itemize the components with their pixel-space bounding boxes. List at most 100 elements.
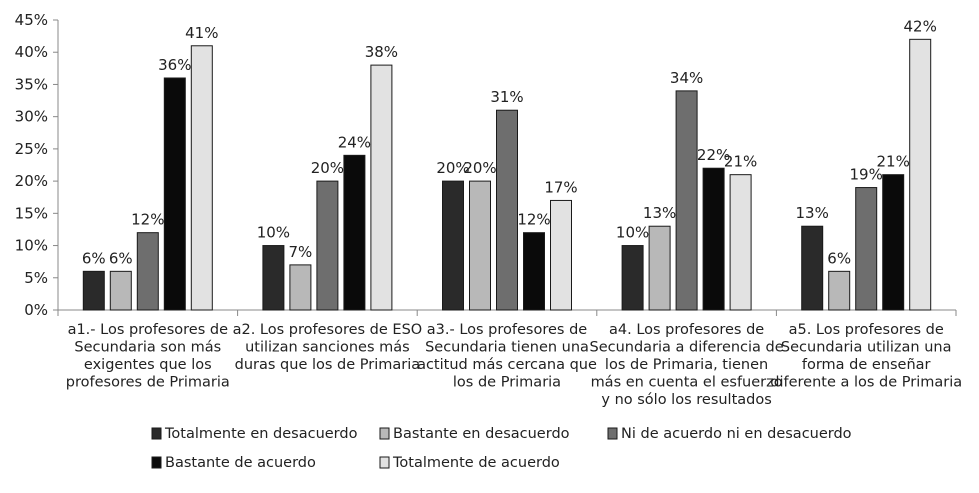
category-label-line: los de Primaria: [453, 375, 561, 391]
legend-label: Bastante de acuerdo: [165, 455, 316, 471]
legend-label: Totalmente en desacuerdo: [164, 426, 358, 442]
bar: [550, 199, 572, 311]
y-tick-label: 40%: [15, 43, 48, 61]
data-label: 13%: [796, 204, 829, 222]
legend-swatch: [379, 427, 390, 440]
y-tick-label: 45%: [15, 11, 48, 29]
bar: [523, 232, 545, 311]
data-label: 19%: [850, 166, 883, 184]
legend-swatch: [151, 427, 162, 440]
y-tick-label: 30%: [15, 108, 48, 126]
bar: [828, 270, 851, 311]
category-label: a2. Los profesores de ESO utilizan sancio…: [233, 322, 423, 373]
data-label: 36%: [158, 56, 191, 74]
bar: [262, 245, 285, 311]
bar: [675, 90, 698, 311]
bar: [729, 174, 752, 311]
y-tick-label: 15%: [15, 204, 48, 222]
category-label-line: Secundaria tienen una: [425, 340, 589, 356]
data-label: 41%: [185, 24, 218, 42]
category-label: a1.- Los profesores de Secundaria son más…: [66, 322, 230, 391]
data-label: 10%: [616, 224, 649, 242]
bar: [882, 174, 905, 311]
legend-swatch: [151, 456, 162, 469]
data-label: 6%: [82, 249, 106, 267]
bar: [82, 270, 105, 311]
category-label-line: diferente a los de Primaria: [770, 375, 962, 391]
legend: Totalmente en desacuerdo Bastante en desa…: [151, 426, 852, 471]
bar: [289, 264, 312, 311]
data-label: 13%: [643, 204, 676, 222]
bar: [469, 180, 491, 311]
bar: [496, 109, 518, 311]
bar: [370, 64, 393, 311]
bar: [190, 45, 213, 311]
category-label: a5. Los profesores de Secundaria utilizan…: [770, 322, 962, 391]
data-label: 38%: [365, 43, 398, 61]
data-labels: 6% 6%12%36%41%10%7%20%24%38%20%20%31%12%1…: [82, 17, 937, 267]
legend-label: Ni de acuerdo ni en desacuerdo: [621, 426, 852, 442]
data-label: 21%: [724, 153, 757, 171]
bar: [442, 180, 464, 311]
category-label-line: profesores de Primaria: [66, 375, 230, 391]
bar: [909, 38, 932, 311]
legend-swatch: [607, 427, 618, 440]
data-label: 17%: [544, 178, 577, 196]
category-label-line: a4. Los profesores de: [609, 322, 764, 338]
data-label: 24%: [338, 133, 371, 151]
data-label: 42%: [904, 17, 937, 35]
category-label-line: a5. Los profesores de: [789, 322, 944, 338]
bar: [648, 225, 671, 311]
bar: [316, 180, 339, 311]
bar: [801, 225, 824, 311]
data-label: 20%: [463, 159, 496, 177]
data-label: 34%: [670, 69, 703, 87]
category-label-line: actitud más cercana que: [417, 357, 597, 373]
data-label: 31%: [490, 88, 523, 106]
category-label-line: forma de enseñar: [802, 357, 931, 373]
legend-label: Bastante en desacuerdo: [393, 426, 570, 442]
category-label-line: los de Primaria, tienen: [605, 357, 768, 373]
data-label: 12%: [131, 211, 164, 229]
y-tick-label: 25%: [15, 140, 48, 158]
y-tick-label: 5%: [24, 269, 48, 287]
category-labels: a1.- Los profesores de Secundaria son más…: [66, 322, 962, 408]
bar: [109, 270, 132, 311]
data-label: 20%: [436, 159, 469, 177]
bar: [343, 154, 366, 311]
legend-label: Totalmente de acuerdo: [392, 455, 560, 471]
category-label: a4. Los profesores de Secundaria a difere…: [590, 322, 784, 408]
category-label-line: a2. Los profesores de ESO: [233, 322, 423, 338]
category-label-line: exigentes que los: [84, 357, 212, 373]
data-label: 22%: [697, 146, 730, 164]
category-label-line: utilizan sanciones más: [245, 340, 410, 356]
bar: [702, 167, 725, 311]
data-label: 6%: [827, 249, 851, 267]
bar: [855, 187, 878, 311]
data-label: 20%: [311, 159, 344, 177]
data-label: 10%: [257, 224, 290, 242]
category-label-line: duras que los de Primaria: [235, 357, 421, 373]
data-label: 6%: [109, 249, 133, 267]
bar: [621, 245, 644, 311]
category-label-line: a1.- Los profesores de: [68, 322, 229, 338]
data-label: 12%: [517, 211, 550, 229]
category-label: a3.- Los profesores de Secundaria tienen …: [417, 322, 597, 391]
legend-swatch: [379, 456, 390, 469]
category-label-line: Secundaria son más: [74, 340, 221, 356]
y-tick-label: 20%: [15, 172, 48, 190]
category-label-line: a3.- Los profesores de: [427, 322, 588, 338]
data-label: 21%: [877, 153, 910, 171]
bar: [163, 77, 186, 311]
category-label-line: Secundaria a diferencia de: [590, 340, 784, 356]
category-label-line: más en cuenta el esfuerzo: [591, 375, 783, 391]
bars: [82, 38, 932, 311]
category-label-line: y no sólo los resultados: [601, 392, 771, 408]
category-label-line: Secundaria utilizan una: [781, 340, 952, 356]
y-tick-label: 35%: [15, 75, 48, 93]
y-tick-label: 10%: [15, 237, 48, 255]
y-tick-label: 0%: [24, 301, 48, 319]
bar: [136, 232, 159, 311]
data-label: 7%: [289, 243, 313, 261]
